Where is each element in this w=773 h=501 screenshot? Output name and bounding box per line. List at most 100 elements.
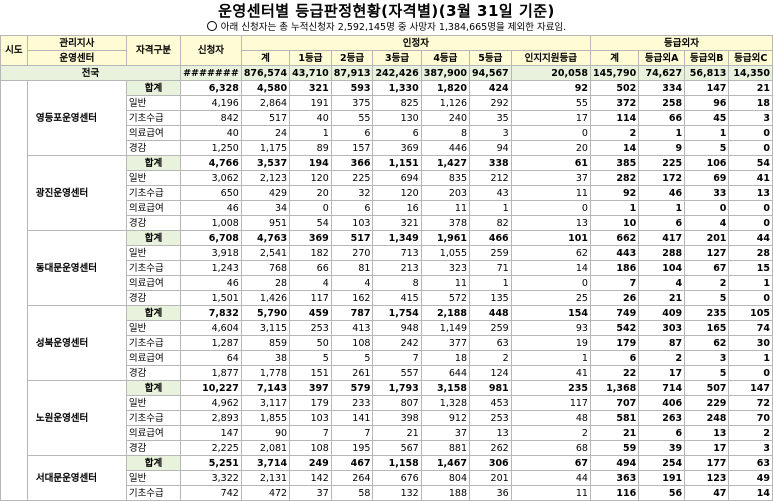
header-row-2: 운영센터 계 1등급 2등급 3등급 4등급 5등급 인지지원등급 계 등급외A… — [1, 50, 773, 66]
cell: 5 — [684, 140, 730, 156]
cell: 13 — [469, 425, 512, 441]
cell: 662 — [589, 230, 640, 246]
cell: 154 — [510, 305, 591, 321]
table-row: 일반 4,196 2,864 191 375 825 1,126 292 55 372 258 96 1… — [1, 95, 773, 111]
cell: 4,766 — [180, 155, 242, 171]
cell: 20 — [289, 185, 332, 201]
cell: 24 — [240, 125, 291, 141]
cell: 2,081 — [240, 440, 291, 456]
table-row: 의료급여 40 24 1 6 6 8 3 0 2 1 1 0 — [1, 125, 773, 141]
cell: 4 — [684, 215, 730, 231]
cell: 71 — [469, 260, 512, 276]
cell: 14 — [510, 260, 591, 276]
cell: 406 — [638, 395, 686, 411]
qual-type: 기초수급 — [125, 335, 182, 351]
center-name: 성북운영센터 — [26, 305, 127, 381]
qual-type: 일반 — [125, 470, 182, 486]
subtotal-row: 동대문운영센터 합계 6,708 4,763 369 517 1,349 1,961 466 10… — [1, 230, 773, 306]
qual-type: 일반 — [125, 95, 182, 111]
cell: 0 — [510, 200, 591, 216]
cell: 881 — [420, 440, 471, 456]
cell: 3,115 — [240, 320, 291, 336]
cell: 124 — [469, 365, 512, 381]
cell: 249 — [289, 455, 332, 471]
cell: 443 — [589, 245, 640, 261]
cell: 54 — [289, 215, 332, 231]
cell: 20,058 — [510, 65, 591, 81]
cell: 593 — [330, 80, 374, 96]
cell: 21 — [372, 425, 422, 441]
cell: 5 — [289, 350, 332, 366]
cell: 1,427 — [420, 155, 471, 171]
cell: 17 — [684, 440, 730, 456]
cell: 2 — [510, 425, 591, 441]
table-row: 의료급여 147 90 7 7 21 37 13 2 21 6 13 2 — [1, 425, 773, 441]
cell: 1,961 — [420, 230, 471, 246]
cell: 1 — [684, 125, 730, 141]
cell: 96 — [684, 95, 730, 111]
cell: 14 — [728, 485, 773, 501]
cell: 1 — [289, 125, 332, 141]
cell: 162 — [330, 290, 374, 306]
cell: 2,893 — [180, 410, 242, 426]
cell: 141 — [330, 410, 374, 426]
cell: 235 — [684, 305, 730, 321]
cell: 108 — [289, 440, 332, 456]
cell: 7,143 — [240, 380, 291, 396]
table-row: 기초수급 1,243 768 66 81 213 323 71 14 186 104 67 15 — [1, 260, 773, 276]
cell: 151 — [289, 365, 332, 381]
cell: 225 — [638, 155, 686, 171]
cell: 254 — [638, 455, 686, 471]
cell: 261 — [330, 365, 374, 381]
cell: 59 — [589, 440, 640, 456]
cell: 66 — [289, 260, 332, 276]
cell: 55 — [330, 110, 374, 126]
cell: 89 — [289, 140, 332, 156]
cell: 542 — [589, 320, 640, 336]
cell: 415 — [372, 290, 422, 306]
cell: 517 — [240, 110, 291, 126]
cell: 132 — [372, 485, 422, 501]
cell: 378 — [420, 215, 471, 231]
cell: 213 — [372, 260, 422, 276]
cell: 172 — [638, 170, 686, 186]
cell: 7 — [589, 275, 640, 291]
cell: 5 — [684, 290, 730, 306]
cell: 466 — [469, 230, 512, 246]
cell: 6 — [589, 350, 640, 366]
cell: 62 — [510, 245, 591, 261]
cell: 54 — [728, 155, 773, 171]
cell: 142 — [289, 470, 332, 486]
table-row: 의료급여 64 38 5 5 7 18 2 1 6 2 3 1 — [1, 350, 773, 366]
cell: 323 — [420, 260, 471, 276]
cell: 5 — [330, 350, 374, 366]
cell: 43,710 — [289, 65, 332, 81]
cell: 165 — [684, 320, 730, 336]
cell: 288 — [638, 245, 686, 261]
cell: 21 — [589, 425, 640, 441]
qual-type: 일반 — [125, 245, 182, 261]
header-outside: 등급외자 — [589, 35, 773, 51]
cell: 14 — [589, 140, 640, 156]
cell: 321 — [372, 215, 422, 231]
cell: 130 — [372, 110, 422, 126]
page-title: 운영센터별 등급판정현황(자격별)(3월 31일 기준) — [218, 2, 555, 20]
cell: 3,158 — [420, 380, 471, 396]
cell: 264 — [330, 470, 374, 486]
cell: 235 — [510, 380, 591, 396]
cell: 90 — [240, 425, 291, 441]
qual-type: 경감 — [125, 440, 182, 456]
cell: 14,350 — [728, 65, 773, 81]
cell: 1,426 — [240, 290, 291, 306]
cell: 145,790 — [589, 65, 640, 81]
cell: 120 — [372, 185, 422, 201]
cell: 807 — [372, 395, 422, 411]
cell: 116 — [589, 485, 640, 501]
cell: 233 — [330, 395, 374, 411]
note-line: 아래 신청자는 총 누적신청자 2,592,145명 중 사망자 1,384,6… — [0, 21, 773, 35]
cell: 17 — [510, 110, 591, 126]
cell: 842 — [180, 110, 242, 126]
cell: 429 — [240, 185, 291, 201]
cell: 147 — [684, 80, 730, 96]
table-row: 기초수급 842 517 40 55 130 240 35 17 114 66 45 3 — [1, 110, 773, 126]
